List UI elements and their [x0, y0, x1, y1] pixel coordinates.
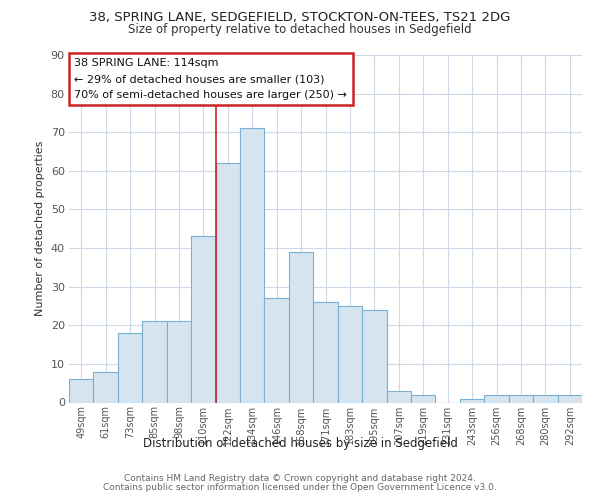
Bar: [191, 236, 215, 402]
Text: 38 SPRING LANE: 114sqm
← 29% of detached houses are smaller (103)
70% of semi-de: 38 SPRING LANE: 114sqm ← 29% of detached…: [74, 58, 347, 100]
Bar: [142, 322, 167, 402]
Bar: [94, 372, 118, 402]
Bar: [313, 302, 338, 402]
Bar: [386, 391, 411, 402]
Bar: [69, 380, 94, 402]
Bar: [289, 252, 313, 402]
Bar: [362, 310, 386, 402]
Bar: [557, 395, 582, 402]
Y-axis label: Number of detached properties: Number of detached properties: [35, 141, 45, 316]
Bar: [533, 395, 557, 402]
Bar: [265, 298, 289, 403]
Bar: [509, 395, 533, 402]
Text: Contains public sector information licensed under the Open Government Licence v3: Contains public sector information licen…: [103, 484, 497, 492]
Bar: [338, 306, 362, 402]
Bar: [118, 333, 142, 402]
Bar: [411, 395, 436, 402]
Bar: [215, 163, 240, 402]
Bar: [460, 398, 484, 402]
Text: Contains HM Land Registry data © Crown copyright and database right 2024.: Contains HM Land Registry data © Crown c…: [124, 474, 476, 483]
Text: Size of property relative to detached houses in Sedgefield: Size of property relative to detached ho…: [128, 22, 472, 36]
Bar: [240, 128, 265, 402]
Bar: [167, 322, 191, 402]
Text: Distribution of detached houses by size in Sedgefield: Distribution of detached houses by size …: [143, 438, 457, 450]
Bar: [484, 395, 509, 402]
Text: 38, SPRING LANE, SEDGEFIELD, STOCKTON-ON-TEES, TS21 2DG: 38, SPRING LANE, SEDGEFIELD, STOCKTON-ON…: [89, 12, 511, 24]
